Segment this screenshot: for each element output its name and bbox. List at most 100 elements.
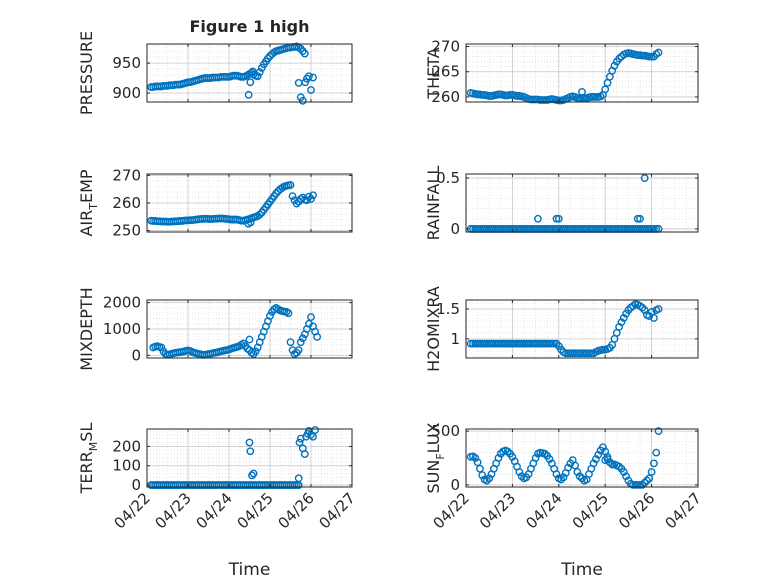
- x-tick-label: 04/26: [615, 489, 658, 532]
- data-point: [508, 453, 517, 461]
- axes-box: [465, 173, 699, 233]
- data-point: [636, 214, 644, 223]
- axes-box: [146, 43, 353, 103]
- data-point: [515, 468, 524, 476]
- y-axis-label: PRESSURE: [77, 31, 96, 115]
- data-point: [309, 191, 317, 200]
- data-point: [638, 480, 647, 489]
- data-point: [552, 470, 561, 479]
- data-point: [471, 454, 480, 462]
- data-point: [251, 347, 260, 356]
- data-point: [286, 338, 295, 347]
- y-axis-label: AIRTEMP: [77, 169, 100, 236]
- data-point: [640, 174, 649, 182]
- data-point: [615, 462, 624, 471]
- data-point: [654, 427, 663, 436]
- data-point: [654, 48, 663, 57]
- data-point: [305, 72, 313, 81]
- data-point: [578, 474, 586, 483]
- data-point: [246, 447, 255, 456]
- data-point: [610, 61, 619, 70]
- data-point: [633, 480, 642, 489]
- data-point: [564, 463, 572, 472]
- data-point: [571, 461, 579, 470]
- data-point: [650, 314, 658, 322]
- y-axis-label: THETA: [424, 47, 443, 99]
- data-point: [272, 189, 281, 198]
- data-point: [573, 468, 582, 476]
- y-tick-label: 0: [131, 346, 141, 364]
- data-point: [531, 454, 540, 462]
- data-point: [284, 309, 293, 318]
- data-point: [575, 472, 584, 481]
- y-tick-label: 500: [431, 422, 460, 440]
- data-point: [266, 311, 274, 320]
- data-point: [311, 426, 319, 434]
- data-point: [296, 338, 305, 347]
- data-point: [554, 96, 563, 105]
- y-tick-label: 200: [112, 437, 141, 455]
- y-tick-label: 0: [131, 476, 141, 494]
- data-point: [645, 474, 654, 483]
- x-tick-label: 04/23: [152, 489, 195, 532]
- data-point: [294, 474, 303, 483]
- y-tick-label: 260: [112, 194, 141, 212]
- data-point: [253, 72, 262, 81]
- data-point: [309, 432, 317, 441]
- data-point: [552, 214, 561, 223]
- x-axis-label: Time: [560, 560, 603, 580]
- data-point: [313, 333, 322, 341]
- data-point: [598, 443, 607, 452]
- data-point: [485, 474, 494, 483]
- y-tick-label: 260: [431, 88, 460, 106]
- data-point: [619, 314, 628, 322]
- data-point: [608, 460, 617, 469]
- data-point: [286, 181, 295, 189]
- data-point: [636, 480, 644, 489]
- data-point: [559, 473, 568, 482]
- panel-pressure: 900 950 PRESSURE Figure 1 high: [77, 17, 353, 115]
- x-tick-label: 04/24: [193, 489, 236, 532]
- data-point: [540, 449, 549, 458]
- data-point: [248, 67, 257, 76]
- data-point: [295, 438, 304, 447]
- data-point: [594, 450, 603, 459]
- y-tick-label: 0: [450, 220, 460, 238]
- data-point: [157, 343, 166, 352]
- data-point: [517, 472, 526, 481]
- data-point: [587, 349, 596, 358]
- y-tick-label: 100: [112, 457, 141, 475]
- data-point: [622, 472, 630, 481]
- x-tick-label: 04/22: [430, 489, 473, 532]
- axes-box: [146, 428, 353, 488]
- axes-box: [465, 299, 699, 359]
- data-point: [654, 305, 663, 313]
- data-point: [592, 93, 600, 101]
- y-tick-label: 1: [450, 330, 460, 348]
- y-axis-label: H2OMIXRA: [424, 286, 443, 372]
- data-point: [617, 318, 626, 327]
- data-point: [652, 448, 661, 457]
- y-tick-label: 265: [431, 63, 460, 81]
- data-point: [246, 78, 255, 87]
- data-point: [309, 73, 317, 82]
- x-tick-label: 04/22: [111, 489, 154, 532]
- y-tick-label: 950: [112, 54, 141, 72]
- x-tick-label: 04/23: [476, 489, 519, 532]
- data-point: [557, 475, 566, 484]
- x-tick-label: 04/24: [522, 489, 565, 532]
- y-axis-label: MIXDEPTH: [77, 287, 96, 370]
- data-point: [244, 90, 253, 99]
- data-point: [245, 438, 254, 447]
- data-point: [647, 468, 656, 476]
- data-point: [478, 471, 487, 480]
- panel-sun_flux: 0 500 04/22 04/23 04/24 04/25 04/26 04/27 Time SU…: [424, 422, 705, 580]
- y-tick-label: 0.5: [436, 169, 460, 187]
- data-point: [552, 339, 561, 348]
- data-point: [598, 345, 607, 354]
- data-point: [482, 476, 491, 485]
- data-point: [645, 52, 654, 61]
